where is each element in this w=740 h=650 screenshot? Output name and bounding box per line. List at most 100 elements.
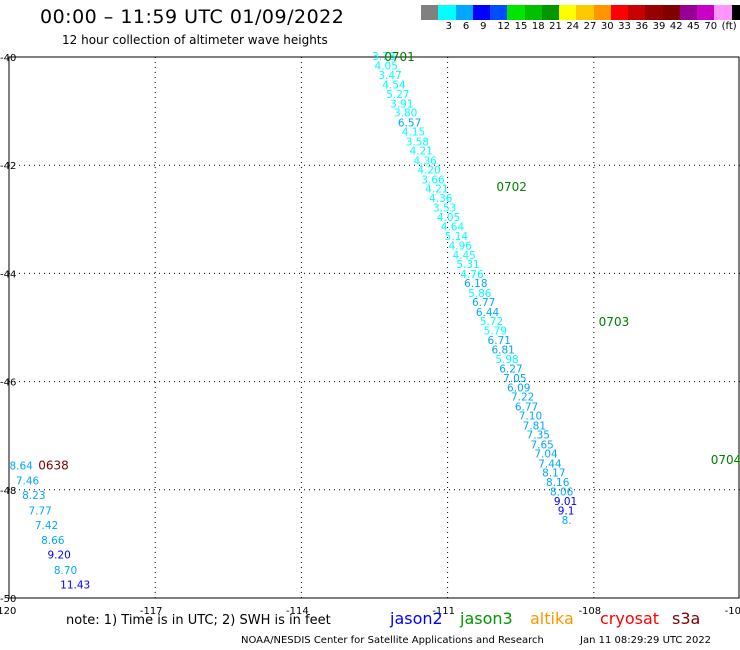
footer-timestamp: Jan 11 08:29:29 UTC 2022	[580, 635, 712, 646]
color-swatch	[541, 5, 559, 20]
wave-height-label: 6.81	[491, 345, 514, 357]
longitude-tick-label: -117	[140, 606, 163, 617]
wave-height-label: 8.70	[54, 565, 77, 577]
wave-height-label: 4.05	[437, 212, 460, 224]
wave-height-label: 9.01	[554, 496, 577, 508]
wave-height-label: 7.35	[527, 430, 550, 442]
pass-time-label: 0701	[384, 50, 415, 64]
color-swatch	[438, 5, 456, 20]
wave-height-label: 4.15	[402, 127, 425, 139]
pass-time-label: 0703	[599, 315, 630, 329]
map-frame	[8, 56, 740, 599]
latitude-tick-label: -46	[0, 378, 16, 389]
wave-height-label: 3.53	[433, 202, 456, 214]
longitude-tick-label: -108	[578, 606, 601, 617]
color-swatch	[507, 5, 525, 20]
map-subtitle: 12 hour collection of altimeter wave hei…	[62, 33, 328, 47]
wave-height-label: 7.22	[511, 392, 534, 404]
wave-height-label: 5.72	[480, 316, 503, 328]
color-scale-label: 18	[531, 21, 545, 32]
color-scale-label: 30	[600, 21, 614, 32]
wave-height-label: 9.1	[558, 505, 575, 517]
color-scale-label: 15	[514, 21, 528, 32]
wave-height-label: 8.66	[41, 535, 65, 547]
wave-height-label: 7.77	[28, 505, 51, 517]
wave-height-label: 4.45	[452, 250, 475, 262]
pass-time-label: 0638	[38, 458, 69, 472]
color-scale-label: 24	[566, 21, 580, 32]
latitude-tick-label: -40	[0, 53, 16, 64]
wave-height-label: 8.64	[9, 460, 33, 472]
wave-height-label: 3.91	[390, 99, 413, 111]
wave-height-label: 9.20	[47, 550, 70, 562]
latitude-tick-label: -48	[0, 486, 16, 497]
latitude-tick-label: -44	[0, 269, 16, 280]
wave-height-label: 7.46	[16, 476, 40, 488]
wave-height-label: 5.79	[484, 326, 507, 338]
wave-height-label: 8.	[562, 515, 572, 527]
wave-height-label: 4.20	[417, 165, 440, 177]
wave-height-label: 4.96	[449, 240, 473, 252]
wave-height-label: 3.78	[372, 51, 395, 63]
legend-jason3: jason3	[460, 609, 513, 628]
color-swatch	[731, 5, 740, 20]
longitude-tick-label: -111	[432, 606, 455, 617]
color-scale-bar	[421, 5, 740, 20]
wave-height-label: 7.05	[503, 373, 526, 385]
color-swatch	[524, 5, 542, 20]
wave-height-label: 4.36	[413, 155, 437, 167]
color-scale-label: 42	[669, 21, 683, 32]
color-scale-label: (ft)	[721, 21, 737, 32]
color-swatch	[645, 5, 663, 20]
wave-height-label: 4.21	[410, 146, 433, 158]
color-swatch	[714, 5, 732, 20]
color-swatch	[455, 5, 473, 20]
color-swatch	[559, 5, 577, 20]
wave-height-label: 4.21	[425, 183, 448, 195]
wave-height-label: 6.77	[515, 401, 538, 413]
wave-height-label: 6.71	[488, 335, 511, 347]
color-scale-label: 36	[635, 21, 649, 32]
longitude-tick-label: -120	[0, 606, 16, 617]
wave-height-label: 8.23	[22, 490, 45, 502]
legend-altika: altika	[530, 609, 574, 628]
wave-height-label: 7.65	[530, 439, 553, 451]
wave-height-label: 5.98	[495, 354, 518, 366]
wave-height-label: 8.17	[542, 467, 565, 479]
wave-height-label: 8.16	[546, 477, 570, 489]
wave-height-label: 7.42	[35, 520, 58, 532]
pass-time-label: 0702	[496, 180, 527, 194]
wave-height-label: 5.31	[456, 259, 479, 271]
pass-time-label: 0704	[711, 453, 740, 467]
wave-height-label: 4.54	[382, 80, 406, 92]
color-scale-label: 45	[687, 21, 700, 32]
wave-height-label: 4.64	[441, 221, 465, 233]
wave-height-label: 7.04	[534, 449, 558, 461]
wave-height-label: 7.44	[538, 458, 562, 470]
latitude-tick-label: -42	[0, 161, 16, 172]
color-swatch	[421, 5, 439, 20]
wave-height-label: 6.27	[499, 364, 522, 376]
wave-height-label: 3.80	[394, 108, 417, 120]
units-note: note: 1) Time is in UTC; 2) SWH is in fe…	[66, 613, 331, 628]
footer-credit: NOAA/NESDIS Center for Satellite Applica…	[241, 635, 544, 646]
color-scale-label: 39	[652, 21, 666, 32]
color-scale-label: 27	[583, 21, 597, 32]
color-swatch	[610, 5, 628, 20]
color-swatch	[490, 5, 508, 20]
wave-height-label: 6.57	[398, 117, 421, 129]
wave-height-label: 5.14	[445, 231, 469, 243]
wave-height-label: 3.58	[406, 136, 429, 148]
color-swatch	[472, 5, 490, 20]
wave-height-label: 6.77	[472, 297, 495, 309]
wave-height-label: 8.06	[550, 486, 574, 498]
map-title: 00:00 – 11:59 UTC 01/09/2022	[40, 6, 345, 28]
color-swatch	[662, 5, 680, 20]
wave-height-label: 4.05	[375, 61, 398, 73]
color-swatch	[679, 5, 697, 20]
color-swatch	[593, 5, 611, 20]
color-scale-label: 3	[445, 21, 452, 32]
wave-height-label: 4.36	[429, 193, 453, 205]
wave-height-label: 3.47	[378, 70, 401, 82]
